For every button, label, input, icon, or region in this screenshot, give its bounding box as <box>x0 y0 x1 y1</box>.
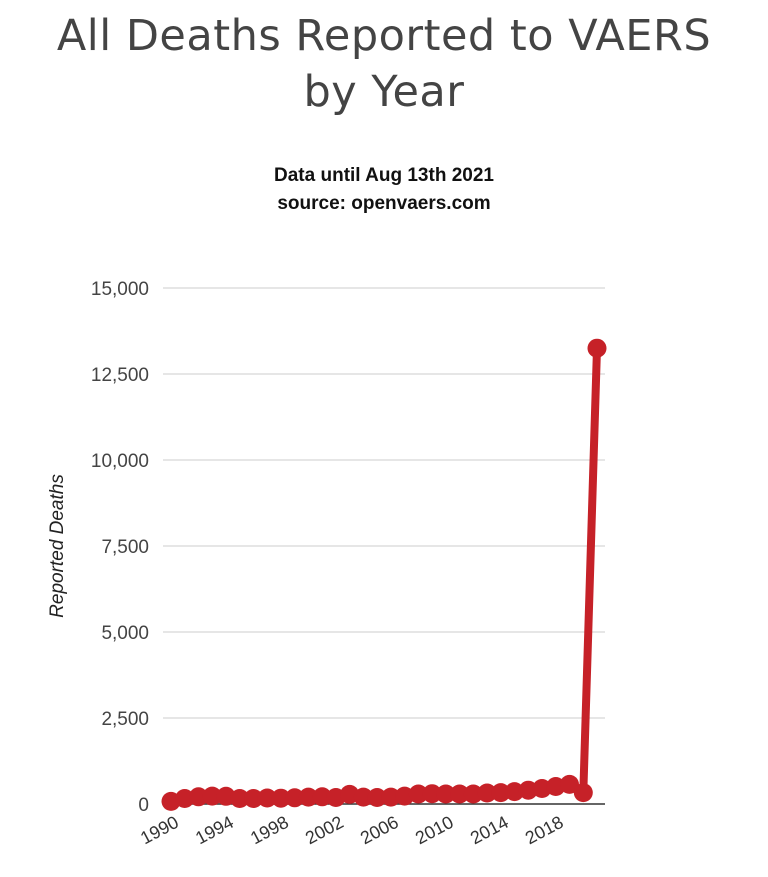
data-point <box>463 784 483 804</box>
y-tick-label: 0 <box>138 795 149 816</box>
data-point <box>285 788 305 808</box>
data-point <box>573 783 593 803</box>
data-point <box>587 338 607 358</box>
chart-subtitle-date: Data until Aug 13th 2021 <box>274 165 494 186</box>
data-point <box>408 784 428 804</box>
data-point <box>189 787 208 807</box>
x-tick-label: 2002 <box>302 812 347 848</box>
data-point <box>477 783 497 803</box>
x-axis-ticks: 1990 1994 1998 2002 2006 2010 2014 2018 <box>137 812 567 848</box>
data-point <box>505 782 524 802</box>
chart-title-line-2: by Year <box>303 67 465 117</box>
y-tick-label: 2,500 <box>101 709 149 730</box>
data-point <box>367 788 387 807</box>
data-point <box>353 787 373 807</box>
chart-subtitle-source: source: openvaers.com <box>277 193 491 214</box>
data-point <box>244 789 263 808</box>
x-tick-label: 1998 <box>247 812 292 848</box>
y-tick-label: 12,500 <box>91 365 149 386</box>
y-tick-label: 5,000 <box>101 623 149 644</box>
gridlines <box>163 287 605 805</box>
y-tick-label: 15,000 <box>91 279 149 300</box>
y-tick-label: 10,000 <box>91 451 149 472</box>
x-tick-label: 2014 <box>467 812 512 848</box>
y-tick-label: 7,500 <box>101 537 149 558</box>
data-point <box>257 788 277 808</box>
data-point <box>312 787 332 807</box>
x-tick-label: 2018 <box>522 812 567 848</box>
data-point <box>271 788 291 808</box>
y-axis-ticks: 0 2,500 5,000 7,500 10,000 12,500 15,000 <box>91 279 149 816</box>
chart-title-line-1: All Deaths Reported to VAERS <box>56 11 712 61</box>
data-point <box>436 784 456 804</box>
x-tick-label: 1994 <box>192 812 237 848</box>
chart-title: All Deaths Reported to VAERS by Year <box>0 8 768 120</box>
data-point <box>298 787 318 807</box>
data-point <box>450 784 470 804</box>
data-point <box>491 783 511 803</box>
data-point <box>422 784 442 804</box>
series-line <box>167 344 601 806</box>
x-tick-label: 2006 <box>357 812 402 848</box>
data-point <box>202 786 222 806</box>
y-axis-label: Reported Deaths <box>47 474 68 618</box>
series-reported-deaths <box>161 338 607 811</box>
data-point <box>381 787 401 807</box>
x-tick-label: 1990 <box>137 812 182 848</box>
data-point <box>230 789 250 808</box>
data-point <box>175 789 195 808</box>
x-tick-label: 2010 <box>412 812 457 848</box>
data-point <box>560 774 579 794</box>
